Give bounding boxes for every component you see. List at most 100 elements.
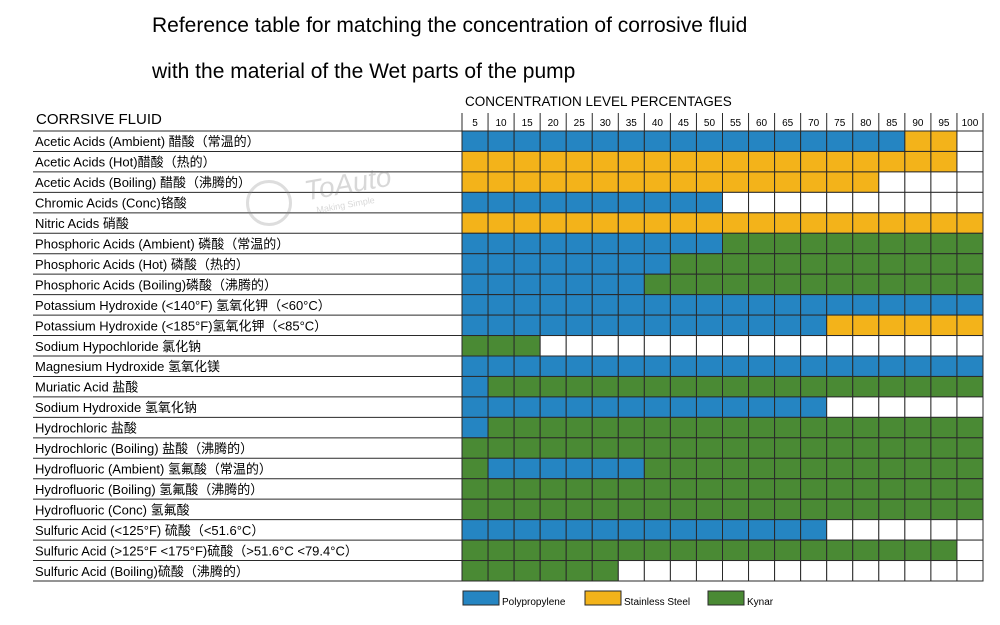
cell-5-polypropylene [461, 355, 489, 377]
cell-30-stainless-steel [591, 171, 619, 193]
cell-35-empty [617, 560, 645, 582]
level-label-90: 90 [912, 118, 924, 129]
cell-5-polypropylene [461, 232, 489, 255]
cell-15-kynar [513, 437, 541, 459]
cell-30-polypropylene [591, 314, 619, 337]
cell-15-stainless-steel [513, 171, 541, 193]
cell-35-kynar [617, 539, 645, 562]
cell-25-kynar [565, 375, 593, 398]
cell-95-kynar [930, 457, 958, 480]
cell-40-stainless-steel [643, 212, 671, 234]
cell-60-kynar [748, 457, 776, 480]
cell-65-polypropylene [774, 355, 802, 377]
cell-40-polypropylene [643, 294, 671, 316]
cell-80-kynar [852, 437, 880, 459]
cell-30-polypropylene [591, 273, 619, 296]
cell-25-polypropylene [565, 273, 593, 296]
cell-80-kynar [852, 416, 880, 439]
cell-15-stainless-steel [513, 150, 541, 173]
cell-100-kynar [956, 232, 984, 255]
cell-50-polypropylene [695, 519, 724, 541]
fluid-name: Magnesium Hydroxide 氢氧化镁 [35, 359, 220, 374]
cell-35-kynar [617, 478, 645, 500]
cell-35-polypropylene [617, 273, 645, 296]
cell-100-empty [956, 335, 984, 357]
cell-45-polypropylene [669, 396, 697, 418]
cell-75-kynar [826, 498, 854, 521]
cell-30-kynar [591, 560, 619, 582]
cell-15-kynar [513, 539, 541, 562]
fluid-name: Sulfuric Acid (>125°F <175°F)硫酸（>51.6°C … [35, 543, 358, 558]
cell-15-kynar [513, 498, 541, 521]
fluid-name: Phosphoric Acids (Hot) 磷酸（热的） [35, 257, 249, 272]
cell-35-empty [617, 335, 645, 357]
cell-60-stainless-steel [748, 171, 776, 193]
cell-25-polypropylene [565, 191, 593, 214]
cell-55-polypropylene [722, 355, 750, 377]
cell-20-kynar [539, 437, 567, 459]
cell-60-kynar [748, 498, 776, 521]
cell-65-polypropylene [774, 314, 802, 337]
cell-20-stainless-steel [539, 150, 567, 173]
cell-65-kynar [774, 253, 802, 275]
cell-55-polypropylene [722, 294, 750, 316]
legend-swatch-P [462, 590, 500, 606]
cell-40-kynar [643, 478, 671, 500]
cell-55-kynar [722, 457, 750, 480]
cell-70-stainless-steel [800, 212, 828, 234]
cell-35-polypropylene [617, 519, 645, 541]
cell-100-kynar [956, 375, 984, 398]
cell-55-kynar [722, 539, 750, 562]
fluid-name: Chromic Acids (Conc)铬酸 [35, 196, 187, 211]
cell-65-polypropylene [774, 396, 802, 418]
cell-95-kynar [930, 437, 958, 459]
cell-30-polypropylene [591, 130, 619, 152]
cell-45-polypropylene [669, 519, 697, 541]
cell-50-empty [695, 560, 724, 582]
cell-5-polypropylene [461, 130, 489, 152]
level-label-10: 10 [496, 118, 508, 129]
cell-20-kynar [539, 560, 567, 582]
cell-75-kynar [826, 457, 854, 480]
cell-5-polypropylene [461, 191, 489, 214]
cell-25-empty [565, 335, 593, 357]
cell-55-kynar [722, 478, 750, 500]
level-label-60: 60 [756, 118, 768, 129]
cell-15-polypropylene [513, 457, 541, 480]
concentration-header: CONCENTRATION LEVEL PERCENTAGES [465, 94, 732, 109]
cell-10-kynar [487, 498, 515, 521]
cell-50-kynar [695, 273, 724, 296]
cell-75-kynar [826, 273, 854, 296]
cell-45-polypropylene [669, 130, 697, 152]
cell-45-kynar [669, 498, 697, 521]
cell-40-polypropylene [643, 396, 671, 418]
cell-90-kynar [904, 498, 932, 521]
cell-80-stainless-steel [852, 212, 880, 234]
cell-80-empty [852, 519, 880, 541]
cell-65-kynar [774, 416, 802, 439]
cell-65-kynar [774, 457, 802, 480]
cell-5-stainless-steel [461, 212, 489, 234]
cell-70-empty [800, 191, 828, 214]
cell-100-kynar [956, 498, 984, 521]
cell-50-kynar [695, 253, 724, 275]
cell-10-kynar [487, 539, 515, 562]
cell-10-polypropylene [487, 232, 515, 255]
cell-15-polypropylene [513, 130, 541, 152]
cell-70-kynar [800, 253, 828, 275]
cell-5-stainless-steel [461, 150, 489, 173]
cell-80-kynar [852, 253, 880, 275]
cell-75-polypropylene [826, 355, 854, 377]
cell-90-empty [904, 191, 932, 214]
cell-10-polypropylene [487, 457, 515, 480]
cell-50-polypropylene [695, 130, 724, 152]
cell-45-polypropylene [669, 314, 697, 337]
cell-90-stainless-steel [904, 314, 932, 337]
cell-70-kynar [800, 416, 828, 439]
cell-20-polypropylene [539, 314, 567, 337]
cell-85-kynar [878, 375, 906, 398]
level-label-25: 25 [574, 118, 586, 129]
cell-35-polypropylene [617, 130, 645, 152]
cell-50-kynar [695, 437, 724, 459]
cell-100-polypropylene [956, 294, 984, 316]
